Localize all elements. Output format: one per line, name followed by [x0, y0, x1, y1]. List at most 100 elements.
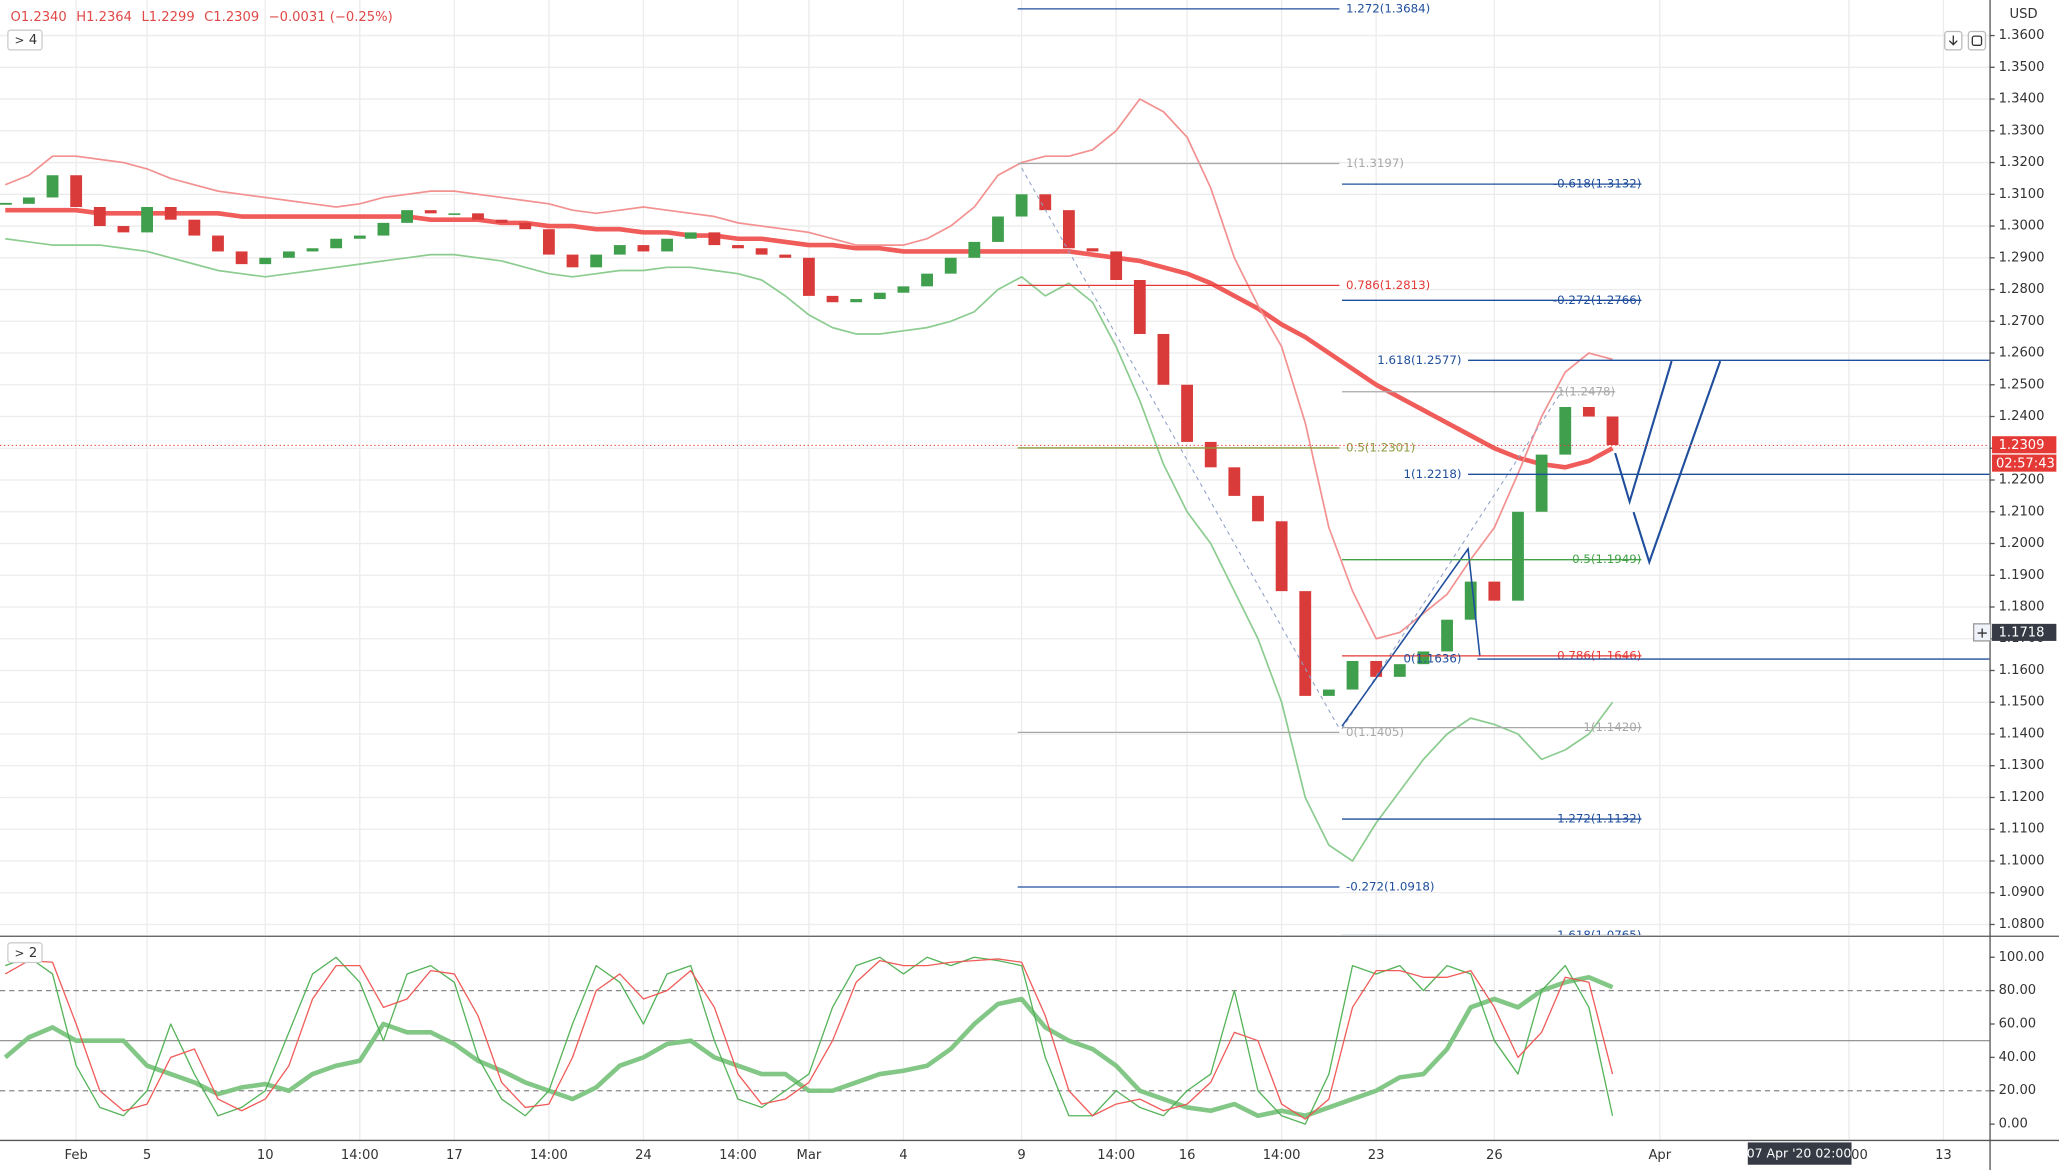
fib-label: 1(1.3197) [1346, 156, 1404, 170]
candle [944, 257, 957, 274]
candle [897, 286, 910, 293]
candle [779, 254, 792, 258]
fib-label: 1(1.1420) [1583, 720, 1641, 734]
candle [1299, 591, 1312, 696]
open: O1.2340 [11, 10, 67, 25]
y-tick-label: 1.3100 [1999, 187, 2045, 202]
fib-label: 1.272(1.1132) [1557, 812, 1641, 826]
fib-label: 0(1.1636) [1404, 652, 1462, 666]
indicator-count: 2 [29, 946, 37, 961]
y-tick-label: 1.3600 [1999, 28, 2045, 43]
candle [282, 251, 295, 258]
candle [1488, 581, 1501, 601]
candle [448, 213, 461, 215]
y-tick-label: 20.00 [1999, 1083, 2037, 1098]
ohlc-header: O1.2340 H1.2364 L1.2299 C1.2309 −0.0031 … [11, 10, 393, 25]
y-tick-label: 1.3500 [1999, 60, 2045, 75]
x-tick-label: 14:00 [719, 1148, 757, 1163]
fib-label: -0.272(1.2766) [1553, 293, 1642, 307]
pane-buttons[interactable] [1944, 30, 1987, 51]
x-tick-label: Mar [797, 1148, 822, 1163]
candle [613, 245, 626, 255]
y-tick-label: 1.2800 [1999, 282, 2045, 297]
x-tick-label: 14:00 [1263, 1148, 1301, 1163]
toggle-box[interactable] [7, 942, 43, 964]
user-drawings [1021, 167, 1722, 730]
candle [1039, 194, 1052, 211]
x-tick-label: Feb [65, 1148, 88, 1163]
candle [117, 226, 130, 233]
y-tick-label: 1.3300 [1999, 123, 2045, 138]
icon [1971, 35, 1983, 46]
candle [519, 222, 532, 230]
y-tick-label: 1.1900 [1999, 568, 2045, 583]
fib-label: 0.786(1.1646) [1557, 648, 1641, 662]
candle [992, 216, 1004, 242]
y-tick-label: 80.00 [1999, 983, 2037, 998]
candle [542, 229, 555, 255]
fib-label: 1.618(1.0765) [1557, 928, 1641, 942]
candle [684, 232, 697, 239]
y-tick-label: 1.1300 [1999, 758, 2045, 773]
y-tick-label: 1.1400 [1999, 726, 2045, 741]
indicator-toggle[interactable]: > 4 [7, 29, 43, 51]
candle [1133, 280, 1146, 334]
indicator-line [4, 98, 1613, 640]
y-tick-label: 1.1500 [1999, 695, 2045, 710]
toggle-box[interactable] [7, 29, 43, 51]
candle [495, 219, 508, 223]
oscillator-line [5, 956, 1614, 1125]
candle [1346, 660, 1359, 690]
candle [708, 232, 721, 246]
candle [472, 213, 484, 220]
reset-button[interactable] [1967, 30, 1987, 51]
x-tick-label: 9 [1017, 1148, 1025, 1163]
toggle-arrow: > [14, 33, 24, 47]
candle [377, 222, 390, 236]
candle [235, 251, 248, 265]
x-tick-label: 14:00 [1097, 1148, 1135, 1163]
y-tick-label: 1.1800 [1999, 600, 2045, 615]
y-tick-label: 1.0900 [1999, 885, 2045, 900]
y-tick-label: 1.1000 [1999, 853, 2045, 868]
oscillator-line [3, 974, 1614, 1119]
fib-label: 1(1.2218) [1404, 467, 1462, 481]
candle [141, 206, 153, 233]
x-tick-label: 13 [1935, 1148, 1952, 1163]
candle [590, 254, 603, 268]
crosshair-plus [1977, 628, 1987, 638]
candle [921, 273, 933, 287]
overlays: 1.2309 02:57:43 1.1718 07 Apr '20 02:00 [1747, 436, 2057, 1165]
candle [306, 248, 319, 252]
y-tick-label: 1.2000 [1999, 536, 2045, 551]
candle [1252, 495, 1264, 522]
fib-label: -0.272(1.0918) [1346, 880, 1435, 894]
x-tick-label: 26 [1486, 1148, 1503, 1163]
candle [826, 295, 839, 303]
candle [850, 299, 863, 303]
y-tick-label: 1.2500 [1999, 377, 2045, 392]
x-tick-label: 17 [446, 1148, 463, 1163]
candle [1393, 664, 1406, 677]
candle [330, 238, 343, 249]
candle [1417, 651, 1430, 665]
candle [46, 175, 59, 198]
candle [873, 292, 886, 300]
fib-label: 1.618(1.2577) [1377, 353, 1461, 367]
sub-indicator-toggle[interactable]: > 2 [7, 942, 43, 964]
change: −0.0031 (−0.25%) [269, 10, 393, 25]
close: C1.2309 [204, 10, 259, 25]
x-tick-label: 4 [899, 1148, 907, 1163]
x-tick-label: 14:00 [530, 1148, 568, 1163]
fib-label: 0(1.1405) [1346, 725, 1404, 739]
candle [1181, 384, 1193, 442]
x-tick-label: Apr [1648, 1148, 1671, 1163]
candle [1110, 251, 1123, 281]
fib-label: -0.618(1.3132) [1553, 177, 1642, 191]
fib-trend [1021, 167, 1340, 730]
candle [1559, 406, 1572, 455]
countdown-label: 02:57:43 [1996, 456, 2055, 471]
last-price-label: 1.2309 [1999, 438, 2045, 453]
y-tick-label: 1.0800 [1999, 917, 2045, 932]
